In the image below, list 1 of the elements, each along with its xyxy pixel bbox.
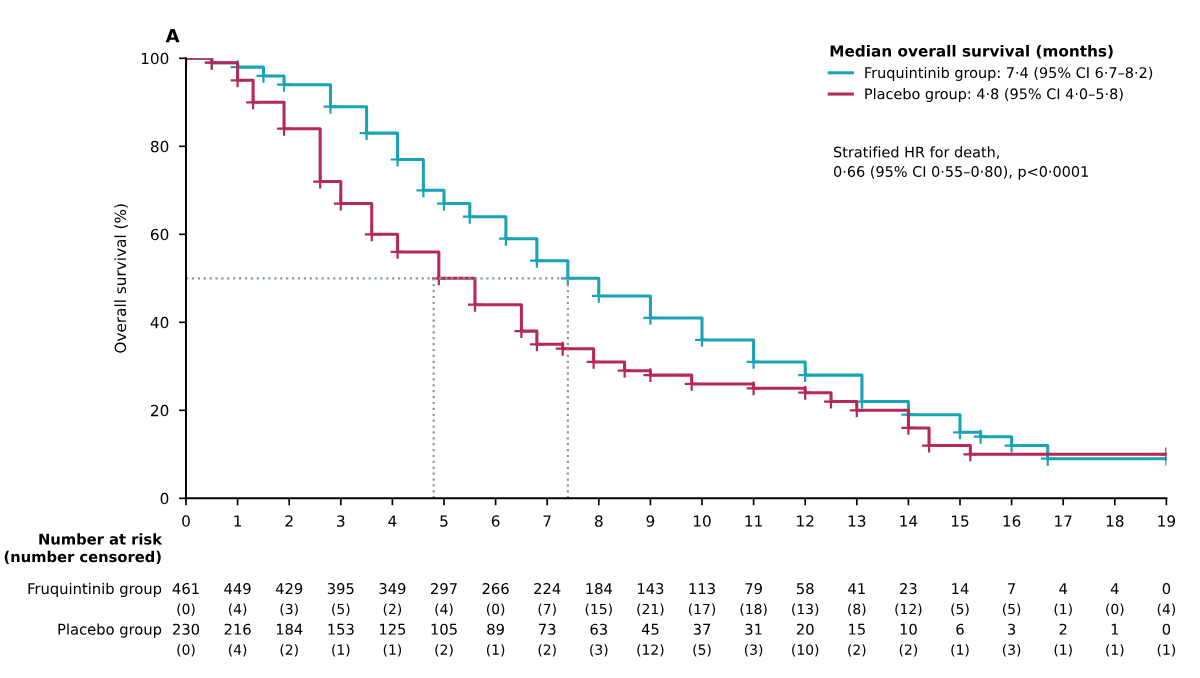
text: A — [165, 29, 180, 43]
